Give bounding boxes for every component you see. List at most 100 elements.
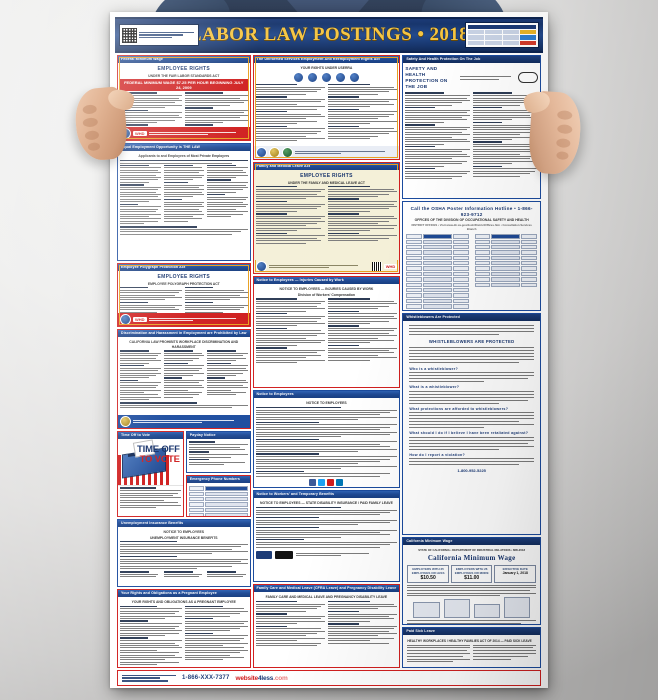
poster-column-right: Safety And Health Protection On The Job … <box>402 55 541 669</box>
air-force-seal-icon <box>320 71 332 83</box>
panel-subheading: STATE OF CALIFORNIA • DEPARTMENT OF INDU… <box>418 548 526 553</box>
url-part-1: website <box>235 674 259 682</box>
panel-employee-polygraph-protection-act[interactable]: Employee Polygraph Protection Act EMPLOY… <box>117 263 251 327</box>
wage-effective-date: January 1, 2018 <box>502 570 528 575</box>
linkedin-icon[interactable] <box>336 478 344 486</box>
panel-heading: EMPLOYEE RIGHTS <box>300 173 353 180</box>
url-part-3: .com <box>273 674 288 682</box>
panel-title: Unemployment Insurance Benefits <box>118 519 250 528</box>
district-offices-table-left <box>406 234 469 310</box>
intro-text <box>409 325 534 336</box>
whd-wordmark: WHD <box>133 131 147 136</box>
vote-headline-line2: TO VOTE <box>139 454 180 466</box>
wage-col-header: EMPLOYERS WITH 26 EMPLOYEES OR MORE <box>454 566 489 575</box>
panel-heading: CALIFORNIA LAW PROHIBITS WORKPLACE DISCR… <box>129 340 239 349</box>
panel-heading: HEALTHY WORKPLACES / HEALTHY FAMILIES AC… <box>407 639 532 644</box>
panel-title: Time Off to Vote <box>118 432 183 440</box>
panel-title: Whistleblowers Are Protected <box>403 314 540 322</box>
panel-whistleblowers-are-protected[interactable]: Whistleblowers Are Protected WHISTLEBLOW… <box>402 313 541 535</box>
panel-equal-employment-opportunity[interactable]: Equal Employment Opportunity is THE LAW … <box>117 143 251 261</box>
panel-title: Discrimination and Harassment in Employm… <box>118 330 250 338</box>
coast-guard-seal-icon <box>348 71 360 83</box>
vote-headline-line1: TIME OFF <box>137 444 180 456</box>
qr-code-icon <box>122 27 137 43</box>
page-title: LABOR LAW POSTINGS • 2018 <box>188 24 470 45</box>
panel-title: Emergency Phone Numbers <box>186 475 250 484</box>
product-number-badge <box>119 24 199 46</box>
panel-time-off-to-vote[interactable]: Time Off to Vote TIME OFF TO VOTE <box>117 431 184 517</box>
faq-question: What protections are afforded to whistle… <box>409 406 509 411</box>
panel-title: Your Rights and Obligations as a Pregnan… <box>118 589 250 598</box>
panel-heading: YOUR RIGHTS UNDER USERRA <box>300 66 353 71</box>
body-text <box>120 287 248 313</box>
youtube-icon[interactable] <box>327 478 335 486</box>
twitter-icon[interactable] <box>318 478 326 486</box>
panel-subheading: UNDER THE FAIR LABOR STANDARDS ACT <box>148 73 220 78</box>
product-number-text <box>139 31 196 39</box>
cal-osha-logo <box>518 72 538 84</box>
army-seal-icon <box>292 71 304 83</box>
minimum-wage-callout: FEDERAL MINIMUM WAGE $7.25 PER HOUR BEGI… <box>120 79 248 92</box>
marines-seal-icon <box>334 71 346 83</box>
panel-safety-and-health-on-the-job[interactable]: Safety And Health Protection On The Job … <box>402 55 541 199</box>
panel-paid-sick-leave[interactable]: Paid Sick Leave HEALTHY WORKPLACES / HEA… <box>402 627 541 669</box>
body-text <box>255 600 398 647</box>
dol-seal-icon <box>255 261 267 272</box>
facebook-icon[interactable] <box>309 478 317 486</box>
panel-title: Family and Medical Leave Act <box>253 163 400 171</box>
panel-federal-minimum-wage[interactable]: Federal Minimum Wage EMPLOYEE RIGHTS UND… <box>117 55 251 141</box>
panel-notice-injuries-caused-by-work[interactable]: Notice to Employees — Injuries Caused by… <box>252 276 401 388</box>
esgr-seal-icon <box>281 147 293 158</box>
panel-osha-poster-hotline[interactable]: Call the OSHA Poster Information Hotline… <box>402 201 541 311</box>
panel-title: Notice to Employees <box>253 391 400 399</box>
vets-seal-icon <box>268 147 280 158</box>
panel-cfra-pregnancy-disability-leave[interactable]: Family Care and Medical Leave (CFRA Leav… <box>252 584 401 669</box>
panel-subheading: UNEMPLOYMENT INSURANCE BENEFITS <box>149 535 218 540</box>
qr-code-icon <box>371 261 382 272</box>
hotline-subheading: OFFICES OF THE DIVISION OF OCCUPATIONAL … <box>414 218 529 223</box>
ballot-box-icon: TIME OFF TO VOTE <box>118 439 183 487</box>
edd-logo <box>255 550 398 559</box>
panel-family-medical-leave-act[interactable]: Family and Medical Leave Act EMPLOYEE RI… <box>252 162 401 274</box>
poster-column-middle: The Uniformed Services Employment And Re… <box>252 55 401 669</box>
faq-question: What is a whistleblower? <box>409 385 460 390</box>
panel-notice-to-employees[interactable]: Notice to Employees NOTICE TO EMPLOYEES <box>252 390 401 488</box>
poster-content-grid: Federal Minimum Wage EMPLOYEE RIGHTS UND… <box>115 53 543 671</box>
faq-question: How do I report a violation? <box>409 452 466 457</box>
poster-header-banner: LABOR LAW POSTINGS • 2018 <box>115 17 543 53</box>
emergency-numbers-table <box>188 486 248 516</box>
panel-subheading: UNDER THE FAMILY AND MEDICAL LEAVE ACT <box>287 180 365 185</box>
panel-footer-strip: WHD <box>253 260 400 273</box>
panel-california-minimum-wage[interactable]: California Minimum Wage STATE OF CALIFOR… <box>402 537 541 625</box>
panel-title: Family Care and Medical Leave (CFRA Leav… <box>253 585 400 593</box>
whistleblower-hotline: 1-800-952-5225 <box>457 468 486 474</box>
panel-payday-notice[interactable]: Payday Notice <box>185 431 251 473</box>
panel-footer-strip: WHD <box>118 313 250 326</box>
body-text <box>407 584 536 597</box>
body-text <box>120 164 248 225</box>
panel-subheading: EMPLOYEE POLYGRAPH PROTECTION ACT <box>147 281 220 286</box>
panel-heading: Applicants to and Employees of Most Priv… <box>138 154 230 159</box>
panel-emergency-phone-numbers[interactable]: Emergency Phone Numbers <box>185 474 251 517</box>
wage-value: $10.50 <box>420 574 436 581</box>
wage-notice-boxes <box>413 597 531 619</box>
panel-workers-temporary-benefits[interactable]: Notice to Workers' and Temporary Benefit… <box>252 490 401 582</box>
social-icons-row[interactable] <box>256 478 398 486</box>
body-text <box>405 92 539 179</box>
wage-col-header: EFFECTIVE DATE <box>502 566 528 571</box>
panel-discrimination-and-harassment[interactable]: Discrimination and Harassment in Employm… <box>117 329 251 429</box>
faq-question: What should I do if I believe I have bee… <box>409 431 529 436</box>
panel-title: Equal Employment Opportunity is THE LAW <box>118 144 250 152</box>
district-offices-table-right <box>474 234 538 310</box>
footer-website-url[interactable]: website4less.com <box>236 675 288 682</box>
panel-unemployment-insurance-benefits[interactable]: Unemployment Insurance Benefits NOTICE T… <box>117 518 251 587</box>
company-logo <box>122 674 176 682</box>
faq-list: Who is a whistleblower? What is a whistl… <box>409 367 534 466</box>
panel-uniformed-services-userra[interactable]: The Uniformed Services Employment And Re… <box>252 55 401 160</box>
body-text <box>255 186 398 244</box>
footer-phone-number[interactable]: 1-866-XXX-7377 <box>182 675 230 682</box>
panel-pregnant-employee-rights[interactable]: Your Rights and Obligations as a Pregnan… <box>117 588 251 669</box>
panel-heading: NOTICE TO EMPLOYEES <box>306 401 347 406</box>
labor-law-poster[interactable]: LABOR LAW POSTINGS • 2018 Federal Minimu… <box>110 12 548 688</box>
panel-footer-strip: WHD <box>118 127 250 140</box>
